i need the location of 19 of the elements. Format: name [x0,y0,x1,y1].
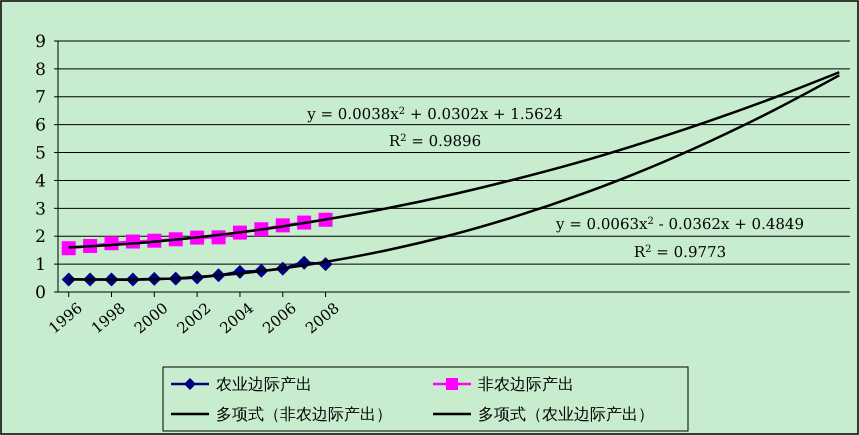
annotation: R$^{2}$ = 0.9773 [634,243,726,261]
y-tick-label: 8 [35,60,46,80]
y-tick-label: 6 [35,116,46,136]
legend-label: 非农边际产出 [478,374,574,394]
annotation: y = 0.0063x$^{2}$ - 0.0362x + 0.4849 [554,215,804,233]
point [62,241,76,256]
y-tick-label: 2 [35,227,46,248]
legend-label: 多项式（农业边际产出） [478,404,654,424]
y-tick-label: 0 [35,282,46,303]
y-tick-label: 5 [35,144,46,164]
y-tick-label: 3 [35,199,46,220]
y-tick-label: 4 [35,171,46,192]
y-tick-label: 9 [35,32,46,52]
annotation: R$^{2}$ = 0.9896 [388,132,482,150]
legend-label: 多项式（非农边际产出） [216,404,392,424]
legend-label: 农业边际产出 [216,374,312,394]
y-tick-label: 1 [35,255,46,276]
y-tick-label: 7 [35,88,46,108]
annotation: y = 0.0038x$^{2}$ + 0.0302x + 1.5624 [306,105,563,123]
